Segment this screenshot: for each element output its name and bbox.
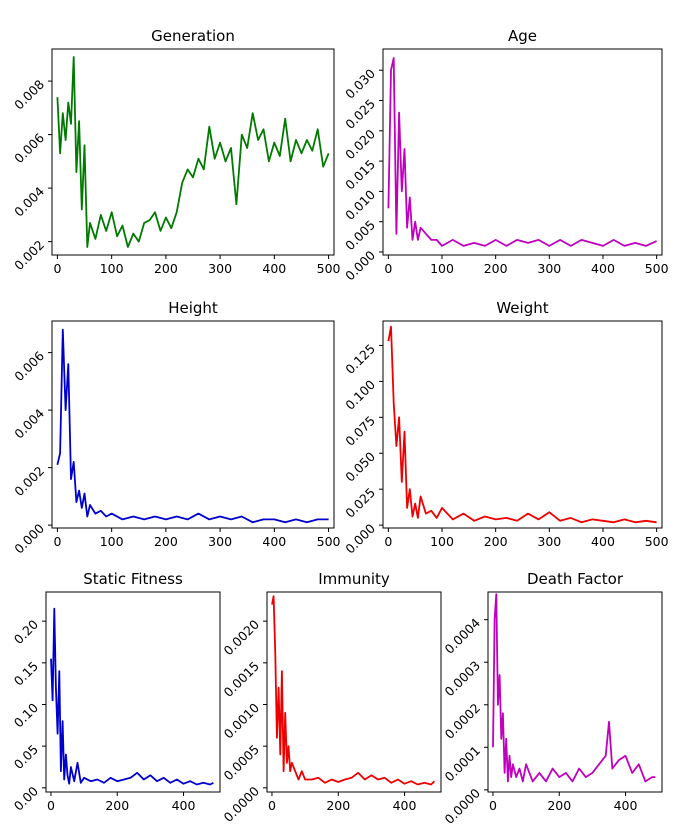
x-tick-label: 200 bbox=[484, 534, 508, 549]
y-tick-label: 0.006 bbox=[11, 130, 47, 166]
series-line-weight bbox=[387, 325, 657, 524]
x-tick-label: 0 bbox=[53, 534, 61, 549]
series-line-height bbox=[56, 328, 329, 524]
y-tick-label: 0.002 bbox=[11, 237, 47, 273]
y-tick-label: 0.125 bbox=[342, 341, 378, 377]
panel-generation: Generation 0 100 200 300 400 500 0.002 0.004 0.00… bbox=[11, 27, 340, 276]
x-tick-label: 200 bbox=[547, 798, 571, 813]
chart-title: Death Factor bbox=[527, 570, 624, 588]
panel-static-fitness: Static Fitness 0 200 400 0.00 0.05 0.10 0.15 0.2… bbox=[11, 570, 221, 814]
panel-immunity: Immunity 0 200 400 0.00000.00050.00100.00150… bbox=[221, 570, 442, 825]
chart-title: Generation bbox=[151, 27, 235, 45]
x-tick-label: 500 bbox=[317, 534, 341, 549]
plot-frame bbox=[266, 591, 442, 793]
chart-title: Immunity bbox=[318, 570, 390, 588]
y-tick-label: 0.025 bbox=[342, 485, 378, 521]
y-tick-label: 0.0015 bbox=[221, 658, 263, 700]
y-tick-label: 0.004 bbox=[11, 406, 47, 442]
x-tick-label: 500 bbox=[645, 534, 669, 549]
x-tick-label: 200 bbox=[154, 261, 178, 276]
x-tick-label: 100 bbox=[430, 534, 454, 549]
y-tick-label: 0.002 bbox=[11, 463, 47, 499]
y-tick-label: 0.0000 bbox=[442, 785, 484, 827]
series-line-death-factor bbox=[492, 593, 656, 783]
x-tick-label: 400 bbox=[262, 261, 286, 276]
y-tick-label: 0.0003 bbox=[442, 658, 484, 700]
y-tick-label: 0.000 bbox=[342, 521, 378, 557]
y-tick-label: 0.00 bbox=[11, 783, 41, 813]
panel-height: Height 0 100 200 300 400 500 0.000 0.002 0.004 0.0… bbox=[11, 299, 340, 557]
y-tick-label: 0.050 bbox=[342, 449, 378, 485]
series-line-generation bbox=[56, 56, 330, 248]
y-tick-label: 0.030 bbox=[342, 66, 378, 102]
y-tick-label: 0.0004 bbox=[442, 615, 484, 657]
x-tick-label: 400 bbox=[614, 798, 638, 813]
x-tick-label: 0 bbox=[47, 798, 55, 813]
x-tick-label: 400 bbox=[262, 534, 286, 549]
y-tick-label: 0.075 bbox=[342, 413, 378, 449]
x-tick-label: 300 bbox=[537, 261, 561, 276]
series-line-immunity bbox=[271, 595, 436, 786]
y-tick-label: 0.05 bbox=[11, 742, 41, 772]
x-tick-label: 200 bbox=[105, 798, 129, 813]
x-tick-label: 500 bbox=[645, 261, 669, 276]
x-tick-label: 0 bbox=[53, 261, 61, 276]
x-tick-label: 0 bbox=[384, 534, 392, 549]
x-tick-label: 500 bbox=[317, 261, 341, 276]
x-tick-label: 200 bbox=[154, 534, 178, 549]
plot-frame bbox=[382, 48, 663, 256]
plot-frame bbox=[45, 591, 221, 793]
plot-frame bbox=[51, 48, 335, 256]
plot-frame bbox=[382, 320, 663, 529]
series-line-static-fitness bbox=[50, 607, 214, 786]
x-tick-label: 300 bbox=[537, 534, 561, 549]
y-tick-label: 0.005 bbox=[342, 217, 378, 253]
x-tick-label: 400 bbox=[591, 261, 615, 276]
y-tick-label: 0.0002 bbox=[442, 700, 484, 742]
x-tick-label: 200 bbox=[484, 261, 508, 276]
y-tick-label: 0.000 bbox=[342, 247, 378, 283]
panel-weight: Weight 0 100 200 300 400 500 0.0000.0250.0500.0… bbox=[342, 299, 668, 557]
x-tick-label: 200 bbox=[326, 798, 350, 813]
y-tick-label: 0.010 bbox=[342, 187, 378, 223]
chart-title: Height bbox=[168, 299, 218, 317]
chart-title: Weight bbox=[496, 299, 548, 317]
plot-frame bbox=[487, 591, 663, 793]
y-tick-label: 0.100 bbox=[342, 377, 378, 413]
y-tick-label: 0.0010 bbox=[221, 700, 263, 742]
y-tick-label: 0.0000 bbox=[221, 783, 263, 825]
x-tick-label: 100 bbox=[100, 261, 124, 276]
plot-frame bbox=[51, 320, 335, 529]
y-tick-label: 0.015 bbox=[342, 157, 378, 193]
y-tick-label: 0.0005 bbox=[221, 742, 263, 784]
y-tick-label: 0.0020 bbox=[221, 617, 263, 659]
y-tick-label: 0.10 bbox=[11, 700, 41, 730]
y-tick-label: 0.15 bbox=[11, 658, 41, 688]
x-tick-label: 0 bbox=[268, 798, 276, 813]
x-tick-label: 400 bbox=[393, 798, 417, 813]
x-tick-label: 300 bbox=[208, 534, 232, 549]
x-tick-label: 0 bbox=[489, 798, 497, 813]
y-tick-label: 0.008 bbox=[11, 77, 47, 113]
y-tick-label: 0.006 bbox=[11, 348, 47, 384]
chart-title: Static Fitness bbox=[83, 570, 183, 588]
y-tick-label: 0.020 bbox=[342, 126, 378, 162]
x-tick-label: 100 bbox=[100, 534, 124, 549]
series-line-age bbox=[387, 57, 657, 247]
chart-title: Age bbox=[508, 27, 537, 45]
y-tick-label: 0.004 bbox=[11, 184, 47, 220]
y-tick-label: 0.000 bbox=[11, 521, 47, 557]
y-tick-label: 0.025 bbox=[342, 96, 378, 132]
x-tick-label: 300 bbox=[208, 261, 232, 276]
x-tick-label: 0 bbox=[384, 261, 392, 276]
x-tick-label: 400 bbox=[172, 798, 196, 813]
y-tick-label: 0.20 bbox=[11, 617, 41, 647]
y-tick-label: 0.0001 bbox=[442, 743, 484, 785]
x-tick-label: 100 bbox=[430, 261, 454, 276]
x-tick-label: 400 bbox=[591, 534, 615, 549]
